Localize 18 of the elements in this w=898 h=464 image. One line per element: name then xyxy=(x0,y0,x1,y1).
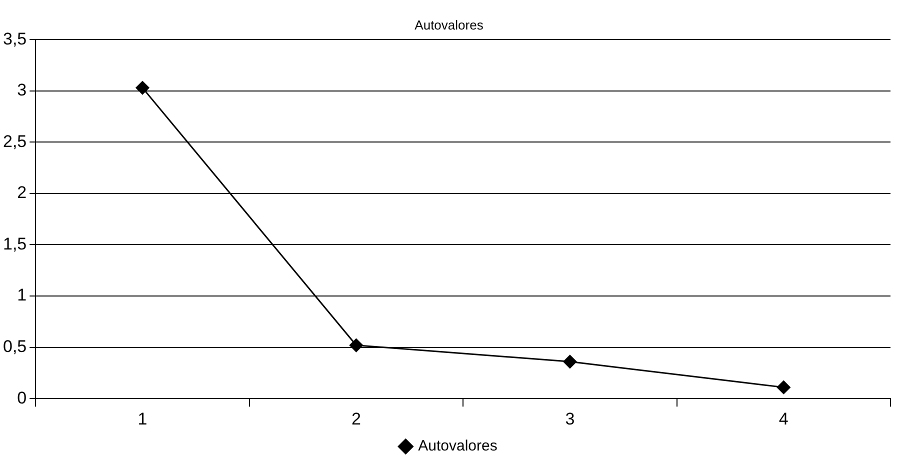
y-tick-label: 3 xyxy=(17,80,27,100)
x-tick-label: 4 xyxy=(778,409,788,428)
point xyxy=(136,81,150,95)
point xyxy=(563,354,577,368)
y-tick-label: 1 xyxy=(17,286,27,305)
x-tick-label: 1 xyxy=(138,409,148,428)
point xyxy=(776,380,790,394)
y-tick-label: 0 xyxy=(17,388,27,408)
y-tick-label: 2,5 xyxy=(2,132,27,151)
legend-label: Autovalores xyxy=(418,438,498,455)
point xyxy=(349,338,363,352)
x-tick-label: 3 xyxy=(565,409,575,428)
y-tick-label: 3,5 xyxy=(2,29,27,48)
chart-title: Autovalores xyxy=(414,17,484,32)
y-tick-label: 1,5 xyxy=(2,234,27,254)
x-tick-label: 2 xyxy=(351,409,361,428)
y-tick-label: 0,5 xyxy=(2,337,27,356)
y-tick-label: 2 xyxy=(17,183,27,202)
